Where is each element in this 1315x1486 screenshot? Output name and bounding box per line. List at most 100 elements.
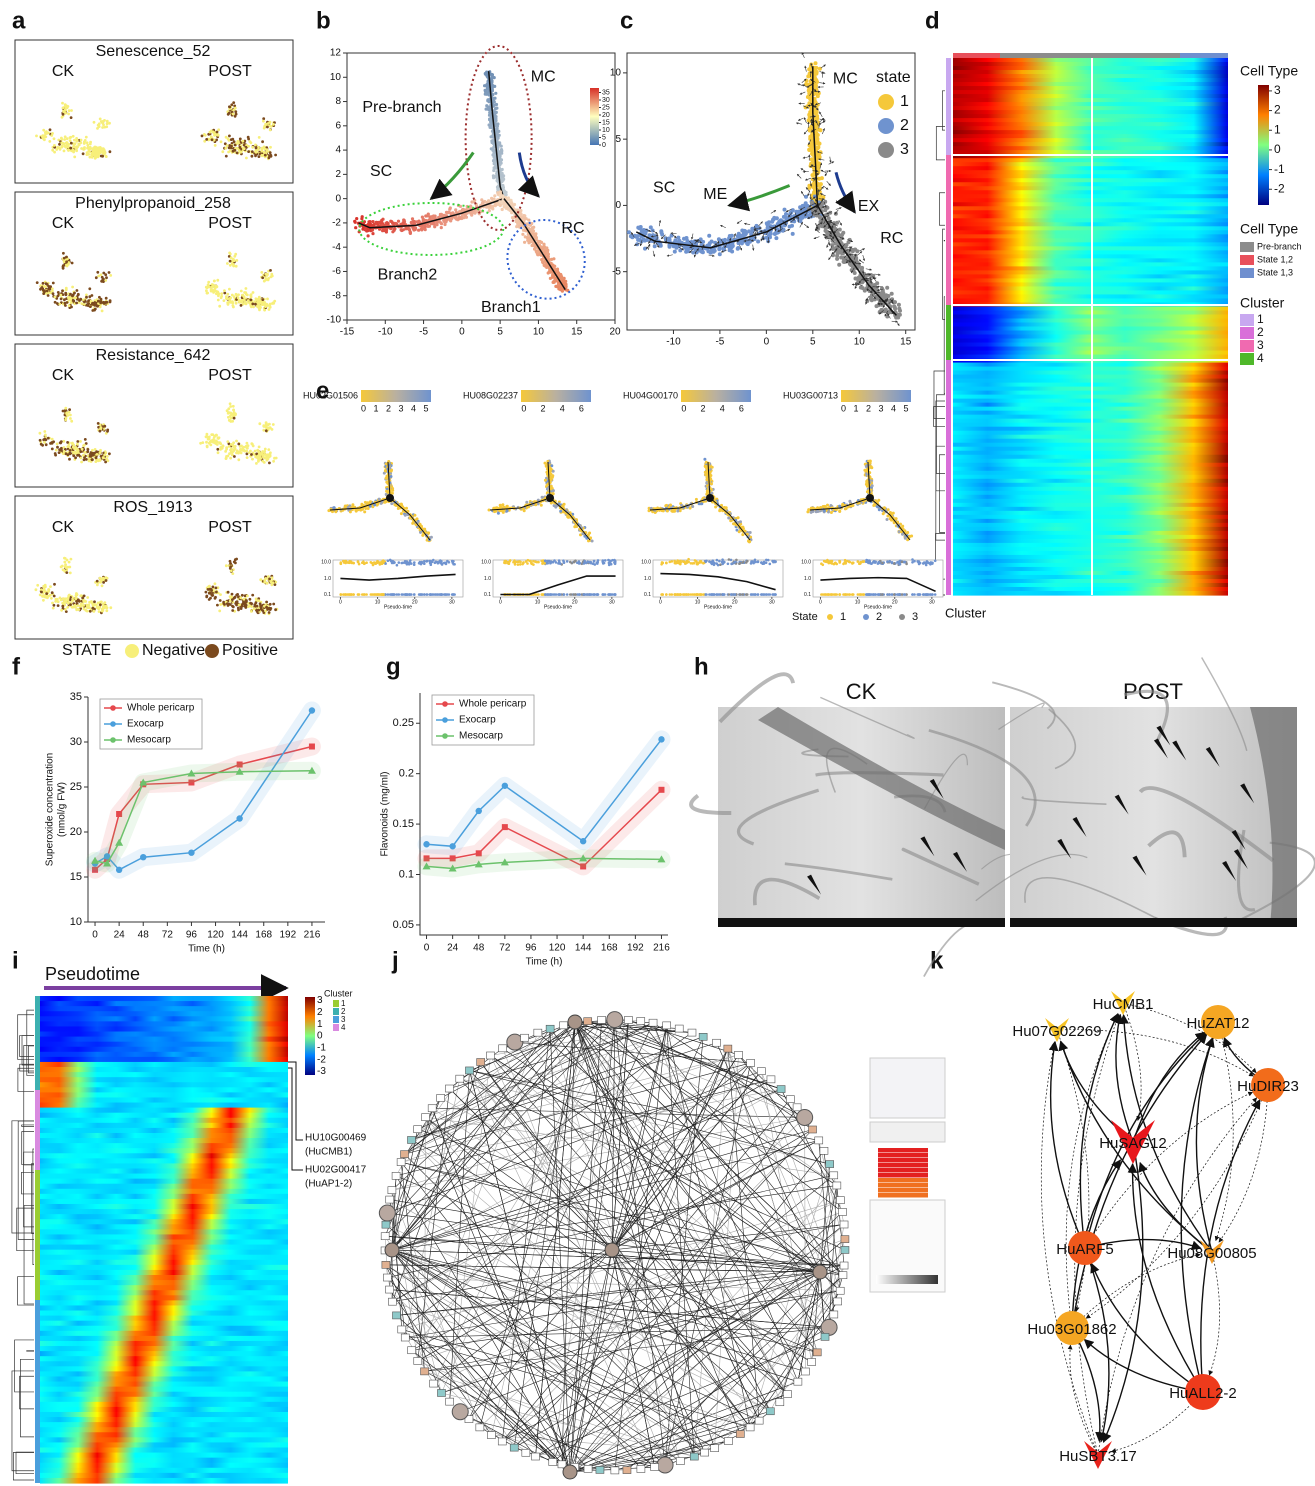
cell-point [53,144,56,147]
cell-point [63,150,66,153]
cell-point [223,289,226,292]
cell-point [93,301,96,304]
cell-point [229,253,232,256]
cell-point [74,456,77,459]
cell-point [82,604,85,607]
cell-point [210,589,213,592]
panel-letter: c [620,7,633,34]
cell-point [201,135,204,138]
cell-point [53,151,56,154]
cell-point [106,120,109,123]
cell-point [63,561,66,564]
cell-point [224,147,227,150]
cell-point [80,461,83,464]
cell-point [86,596,89,599]
cell-point [91,449,94,452]
cell-point [250,610,253,613]
cell-point [62,107,65,110]
cell-point [61,102,64,105]
cell-point [57,604,60,607]
y-tick-label: -2 [332,218,341,229]
plot-frame [15,344,293,487]
cell-point [206,292,209,295]
cell-point [76,440,79,443]
cell-point [213,289,216,292]
cell-point [97,148,100,151]
cell-point [77,598,80,601]
cell-point [258,307,261,310]
cell-point [251,303,254,306]
cell-point [64,302,67,305]
cell-point [63,138,66,141]
cell-point [74,296,77,299]
cell-point [254,144,257,147]
cell-point [245,303,248,306]
cell-point [81,597,84,600]
cell-point [272,603,275,606]
cell-point [106,122,109,125]
cell-point [82,454,85,457]
cell-point [243,147,246,150]
legend-label: Positive [222,642,278,659]
cell-point [69,572,72,575]
cell-point [226,440,229,443]
cell-point [54,454,57,457]
cell-point [240,607,243,610]
cell-point [241,300,244,303]
cell-point [95,156,98,159]
cell-point [60,440,63,443]
cell-point [49,128,52,131]
cell-point [66,441,69,444]
cell-point [251,594,254,597]
panel-letter: b [316,7,331,34]
cell-point [105,609,108,612]
cell-point [39,439,42,442]
cell-point [212,130,215,133]
group-label: CK [52,215,75,232]
cell-point [42,292,45,295]
cell-point [86,144,89,147]
cell-point [75,137,78,140]
cell-point [96,453,99,456]
plot-frame [15,496,293,639]
cell-point [255,297,258,300]
cell-point [228,288,231,291]
cell-point [234,558,237,561]
cell-point [83,146,86,149]
cell-point [225,136,228,139]
cell-point [80,139,83,142]
cell-point [243,446,246,449]
cell-point [54,600,57,603]
cell-point [65,287,68,290]
cell-point [229,297,232,300]
cell-point [35,135,38,138]
cell-point [206,445,209,448]
cell-point [39,432,42,435]
cell-point [89,141,92,144]
cell-point [72,293,75,296]
cell-point [266,582,269,585]
cell-point [209,131,212,134]
cell-point [97,607,100,610]
cell-point [235,293,238,296]
cell-point [58,451,61,454]
cell-point [258,136,261,139]
panel-letter: i [12,947,19,974]
cell-point [69,136,72,139]
cell-point [235,265,238,268]
cell-point [56,443,59,446]
cell-point [52,607,55,610]
cell-point [70,116,73,119]
cell-point [62,113,65,116]
cell-point [45,438,48,441]
cell-point [81,448,84,451]
cell-point [219,441,222,444]
cell-point [69,414,72,417]
plot-frame [15,192,293,335]
cell-point [46,290,49,293]
group-label: CK [52,519,75,536]
cell-point [63,298,66,301]
cell-point [70,301,73,304]
cell-point [269,451,272,454]
cell-point [269,146,272,149]
